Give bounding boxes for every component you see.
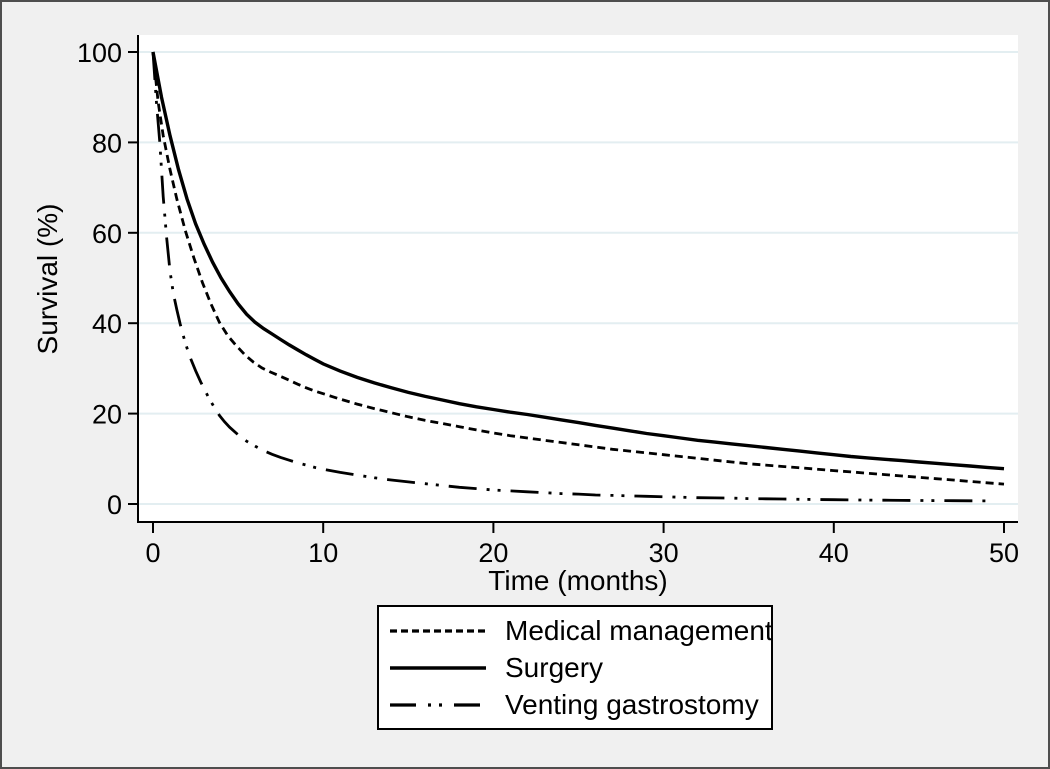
- x-axis-title: Time (months): [488, 565, 667, 596]
- y-tick-label-0: 0: [107, 490, 122, 520]
- y-tick-label-60: 60: [92, 219, 122, 249]
- series-curve-surgery: [151, 51, 1005, 471]
- x-tick-label-10: 10: [308, 538, 338, 568]
- legend-item-venting-gastrostomy: Venting gastrostomy: [390, 686, 771, 723]
- y-axis-title: Survival (%): [32, 204, 63, 355]
- x-tick-label-40: 40: [819, 538, 849, 568]
- tick-labels-group: 0 20 40 60 80 100 0 10 20 30 40 50: [77, 38, 1019, 568]
- plot-region: [138, 35, 1018, 522]
- legend-label: Venting gastrostomy: [505, 688, 759, 720]
- series-group: [151, 51, 1005, 503]
- gridlines-group: [138, 35, 1018, 522]
- x-tick-label-50: 50: [989, 538, 1019, 568]
- x-tick-label-0: 0: [145, 538, 160, 568]
- x-tick-label-20: 20: [478, 538, 508, 568]
- series-curve-medical-management: [151, 51, 1005, 486]
- legend-label: Surgery: [505, 651, 604, 683]
- axes-group: [128, 35, 1018, 533]
- legend: Medical management Surgery Venting gastr…: [377, 605, 773, 730]
- y-tick-label-80: 80: [92, 128, 122, 158]
- series-curve-venting-gastrostomy: [151, 51, 988, 503]
- legend-item-surgery: Surgery: [390, 649, 771, 686]
- y-tick-label-40: 40: [92, 309, 122, 339]
- y-tick-label-20: 20: [92, 400, 122, 430]
- legend-item-medical-management: Medical management: [390, 612, 773, 649]
- solid-line-icon: [390, 665, 486, 670]
- legend-label: Medical management: [505, 614, 773, 646]
- y-tick-label-100: 100: [77, 38, 122, 68]
- long-dash-dot-dot-line-icon: [390, 702, 486, 707]
- dashed-line-icon: [390, 628, 486, 633]
- x-tick-label-30: 30: [649, 538, 679, 568]
